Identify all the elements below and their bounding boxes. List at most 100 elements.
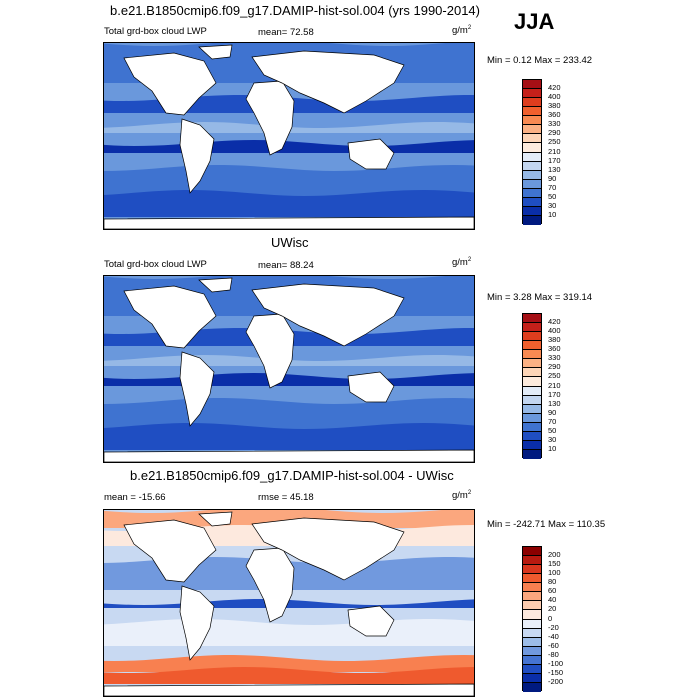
colorbar-segment — [523, 449, 541, 459]
colorbar-tick-label: 10 — [548, 209, 557, 219]
colorbar-segment — [523, 98, 541, 108]
colorbar-tick-label: 400 — [548, 326, 561, 336]
colorbar-tick-label: 380 — [548, 101, 561, 111]
colorbar-tick-label: 420 — [548, 317, 561, 327]
colorbar-tick-label: 170 — [548, 155, 561, 165]
colorbar-segment — [523, 179, 541, 189]
panel1-title: b.e21.B1850cmip6.f09_g17.DAMIP-hist-sol.… — [110, 3, 480, 18]
colorbar-tick-label: 20 — [548, 604, 557, 614]
panel1-variable-label: Total grd-box cloud LWP — [104, 26, 207, 37]
colorbar-tick-label: 30 — [548, 200, 557, 210]
colorbar-segment — [523, 547, 541, 557]
colorbar-tick-label: 80 — [548, 577, 557, 587]
panel3-colorbar — [522, 546, 542, 692]
colorbar-segment — [523, 161, 541, 171]
panel2-colorbar — [522, 313, 542, 459]
colorbar-tick-label: 330 — [548, 119, 561, 129]
colorbar-segment — [523, 565, 541, 575]
colorbar-tick-label: 50 — [548, 191, 557, 201]
colorbar-segment — [523, 143, 541, 153]
colorbar-tick-label: 150 — [548, 559, 561, 569]
panel1-units: g/m2 — [452, 25, 472, 37]
colorbar-tick-label: -80 — [548, 649, 559, 659]
colorbar-segment — [523, 646, 541, 656]
panel3-map — [103, 509, 475, 697]
colorbar-tick-label: -60 — [548, 640, 559, 650]
panel1-map — [103, 42, 475, 230]
colorbar-segment — [523, 673, 541, 683]
colorbar-segment — [523, 107, 541, 117]
colorbar-tick-label: 420 — [548, 83, 561, 93]
colorbar-segment — [523, 377, 541, 387]
colorbar-segment — [523, 422, 541, 432]
colorbar-segment — [523, 314, 541, 324]
panel3-minmax: Min = -242.71 Max = 110.35 — [487, 519, 606, 530]
colorbar-segment — [523, 556, 541, 566]
panel1-minmax: Min = 0.12 Max = 233.42 — [487, 55, 593, 66]
colorbar-tick-label: 130 — [548, 398, 561, 408]
colorbar-segment — [523, 404, 541, 414]
colorbar-segment — [523, 125, 541, 135]
colorbar-tick-label: 70 — [548, 416, 557, 426]
panel2-variable-label: Total grd-box cloud LWP — [104, 259, 207, 270]
colorbar-tick-label: 400 — [548, 92, 561, 102]
colorbar-tick-label: 10 — [548, 443, 557, 453]
colorbar-tick-label: 290 — [548, 128, 561, 138]
colorbar-segment — [523, 386, 541, 396]
colorbar-segment — [523, 152, 541, 162]
colorbar-segment — [523, 116, 541, 126]
colorbar-segment — [523, 440, 541, 450]
colorbar-segment — [523, 170, 541, 180]
panel2-title: UWisc — [271, 235, 309, 250]
colorbar-segment — [523, 134, 541, 144]
colorbar-segment — [523, 583, 541, 593]
colorbar-tick-label: 90 — [548, 173, 557, 183]
colorbar-segment — [523, 359, 541, 369]
colorbar-segment — [523, 619, 541, 629]
colorbar-tick-label: 210 — [548, 146, 561, 156]
colorbar-tick-label: 100 — [548, 568, 561, 578]
colorbar-segment — [523, 197, 541, 207]
colorbar-segment — [523, 610, 541, 620]
colorbar-tick-label: 70 — [548, 182, 557, 192]
colorbar-segment — [523, 332, 541, 342]
colorbar-tick-label: 130 — [548, 164, 561, 174]
colorbar-segment — [523, 215, 541, 225]
colorbar-tick-label: 290 — [548, 362, 561, 372]
season-label: JJA — [514, 9, 555, 34]
colorbar-tick-label: -150 — [548, 667, 564, 677]
colorbar-tick-label: 380 — [548, 335, 561, 345]
colorbar-tick-label: 210 — [548, 380, 561, 390]
colorbar-segment — [523, 206, 541, 216]
colorbar-segment — [523, 431, 541, 441]
colorbar-tick-label: 330 — [548, 353, 561, 363]
panel3-title: b.e21.B1850cmip6.f09_g17.DAMIP-hist-sol.… — [130, 468, 454, 483]
colorbar-tick-label: 90 — [548, 407, 557, 417]
colorbar-tick-label: 360 — [548, 344, 561, 354]
panel3-units: g/m2 — [452, 490, 472, 502]
panel2-mean-label: mean= 88.24 — [258, 260, 314, 271]
panel2-units: g/m2 — [452, 257, 472, 269]
colorbar-segment — [523, 323, 541, 333]
colorbar-tick-label: -20 — [548, 622, 559, 632]
colorbar-tick-label: 250 — [548, 371, 561, 381]
colorbar-segment — [523, 80, 541, 90]
colorbar-segment — [523, 188, 541, 198]
colorbar-segment — [523, 341, 541, 351]
colorbar-segment — [523, 655, 541, 665]
colorbar-segment — [523, 628, 541, 638]
colorbar-tick-label: 170 — [548, 389, 561, 399]
panel1-mean-label: mean= 72.58 — [258, 27, 314, 38]
panel3-mean-label: mean = -15.66 — [104, 492, 166, 503]
panel2-minmax: Min = 3.28 Max = 319.14 — [487, 292, 593, 303]
colorbar-tick-label: 40 — [548, 595, 557, 605]
colorbar-segment — [523, 368, 541, 378]
panel2-map — [103, 275, 475, 463]
colorbar-tick-label: -100 — [548, 658, 564, 668]
panel3-rmse-label: rmse = 45.18 — [258, 492, 314, 503]
colorbar-tick-label: 0 — [548, 613, 553, 623]
colorbar-tick-label: 250 — [548, 137, 561, 147]
panel1-colorbar — [522, 79, 542, 225]
colorbar-tick-label: -200 — [548, 676, 564, 686]
colorbar-segment — [523, 682, 541, 692]
